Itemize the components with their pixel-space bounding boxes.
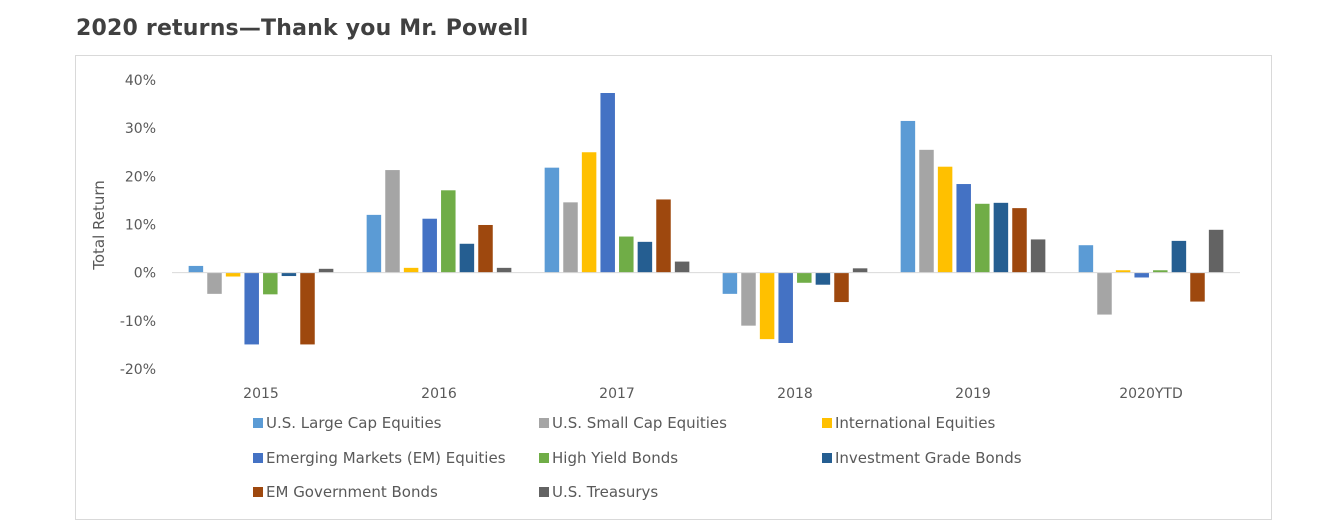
y-tick-label: -20%	[120, 362, 156, 378]
bar	[759, 272, 775, 340]
bar	[741, 272, 756, 326]
y-tick-label: 30%	[125, 121, 156, 137]
legend-swatch	[822, 418, 832, 428]
bar	[956, 184, 971, 273]
chart-frame	[75, 55, 1272, 520]
bar	[722, 272, 738, 294]
bar	[778, 272, 793, 343]
x-tick-label: 2016	[421, 386, 457, 402]
legend-swatch	[539, 418, 549, 428]
bar	[637, 241, 653, 273]
bar	[797, 272, 812, 283]
bar	[366, 214, 382, 273]
bar	[1171, 240, 1187, 273]
bar	[900, 120, 916, 273]
bar	[544, 167, 560, 273]
bar	[1030, 239, 1046, 273]
legend: U.S. Large Cap Equities U.S. Small Cap Eq…	[253, 414, 1022, 501]
bar	[385, 170, 400, 273]
bar	[441, 190, 456, 273]
bar	[403, 267, 419, 273]
bar	[834, 272, 849, 303]
y-tick-label: 20%	[125, 169, 156, 185]
bar	[225, 272, 241, 277]
x-tick-label: 2017	[599, 386, 635, 402]
bar	[975, 203, 990, 273]
bar	[674, 261, 690, 273]
y-axis: 40% 30% 20% 10% 0% -10% -20%	[120, 73, 156, 378]
legend-label: U.S. Small Cap Equities	[552, 414, 727, 432]
x-tick-label: 2019	[955, 386, 991, 402]
bar	[1153, 270, 1168, 273]
legend-label: U.S. Treasurys	[552, 483, 658, 501]
y-tick-label: 0%	[134, 266, 156, 282]
bar	[478, 224, 493, 273]
bar	[496, 267, 512, 273]
bar	[263, 272, 278, 295]
legend-swatch	[253, 487, 263, 497]
bar	[459, 243, 475, 273]
bar	[619, 236, 634, 273]
legend-swatch	[253, 453, 263, 463]
bar	[188, 265, 204, 273]
y-axis-label: Total Return	[90, 180, 108, 271]
bar	[1208, 229, 1224, 273]
bar	[919, 149, 934, 273]
bar	[600, 93, 615, 273]
bar	[1097, 272, 1112, 315]
x-axis: 2015 2016 2017 2018 2019 2020YTD	[243, 386, 1183, 402]
bar	[815, 272, 831, 285]
bar	[937, 166, 953, 273]
legend-label: EM Government Bonds	[266, 483, 438, 501]
bar	[281, 272, 297, 277]
bar	[656, 199, 671, 273]
legend-swatch	[822, 453, 832, 463]
bar	[1012, 208, 1027, 273]
bar	[207, 272, 222, 294]
x-tick-label: 2018	[777, 386, 813, 402]
y-tick-label: -10%	[120, 314, 156, 330]
y-tick-label: 10%	[125, 218, 156, 234]
legend-label: High Yield Bonds	[552, 449, 678, 467]
legend-swatch	[253, 418, 263, 428]
legend-label: Investment Grade Bonds	[835, 449, 1022, 467]
legend-label: Emerging Markets (EM) Equities	[266, 449, 506, 467]
bar	[581, 152, 597, 273]
bar	[1078, 245, 1094, 273]
legend-swatch	[539, 453, 549, 463]
page-title: 2020 returns—Thank you Mr. Powell	[76, 16, 529, 41]
bar	[1134, 272, 1149, 278]
x-tick-label: 2020YTD	[1119, 386, 1183, 402]
bar	[852, 268, 868, 273]
x-tick-label: 2015	[243, 386, 279, 402]
legend-label: International Equities	[835, 414, 995, 432]
y-tick-label: 40%	[125, 73, 156, 89]
bar	[1115, 270, 1131, 273]
bar	[1190, 272, 1205, 302]
bar	[422, 218, 437, 273]
bar	[993, 202, 1009, 273]
legend-label: U.S. Large Cap Equities	[266, 414, 442, 432]
bars	[188, 93, 1224, 345]
legend-swatch	[539, 487, 549, 497]
bar	[300, 272, 315, 345]
bar	[244, 272, 259, 345]
bar	[318, 268, 334, 273]
bar	[563, 202, 578, 273]
